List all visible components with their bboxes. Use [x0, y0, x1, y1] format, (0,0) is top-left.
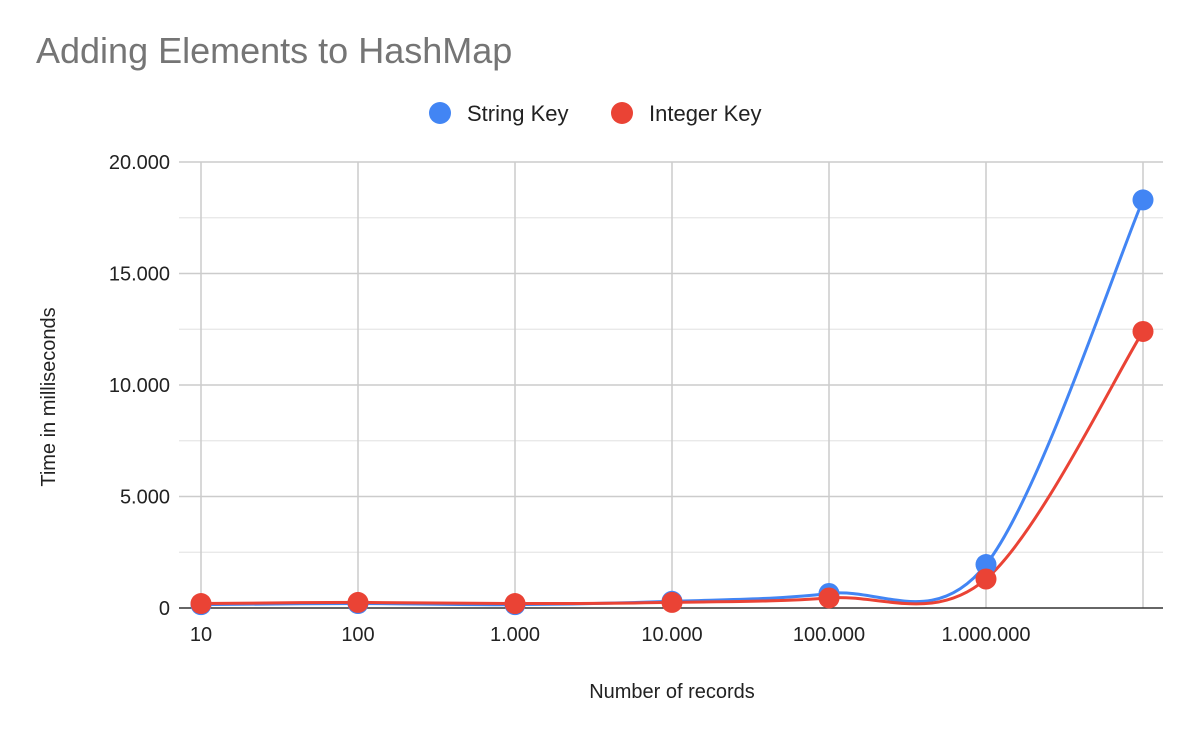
y-tick-label: 10.000 — [109, 375, 170, 397]
data-point-integer-key — [661, 591, 683, 613]
y-tick-label: 5.000 — [120, 487, 170, 509]
data-point-integer-key — [1132, 320, 1154, 342]
legend-label-string-key: String Key — [467, 101, 569, 126]
x-tick-label: 10 — [190, 624, 212, 646]
data-point-string-key — [975, 554, 997, 576]
series-points — [190, 189, 1154, 616]
data-point-integer-key — [975, 568, 997, 590]
grid — [179, 161, 1163, 608]
data-point-string-key — [1132, 189, 1154, 211]
y-tick-label: 20.000 — [109, 152, 170, 174]
legend-marker-string-key — [429, 102, 451, 124]
data-point-integer-key — [818, 587, 840, 609]
y-axis-ticks: 0 5.000 10.000 15.000 20.000 — [109, 152, 170, 620]
data-point-integer-key — [504, 593, 526, 615]
x-tick-label: 1.000.000 — [942, 624, 1031, 646]
legend: String Key Integer Key — [429, 101, 762, 126]
x-tick-label: 1.000 — [490, 624, 540, 646]
y-axis-title: Time in milliseconds — [38, 307, 60, 486]
x-tick-label: 10.000 — [641, 624, 702, 646]
data-point-integer-key — [347, 591, 369, 613]
y-tick-label: 0 — [159, 598, 170, 620]
x-axis-title: Number of records — [589, 681, 755, 703]
x-tick-label: 100 — [341, 624, 374, 646]
chart-title: Adding Elements to HashMap — [36, 30, 513, 71]
legend-marker-integer-key — [611, 102, 633, 124]
y-tick-label: 15.000 — [109, 264, 170, 286]
x-tick-label: 100.000 — [793, 624, 865, 646]
legend-label-integer-key: Integer Key — [649, 101, 762, 126]
data-point-integer-key — [190, 593, 212, 615]
x-axis-ticks: 10 100 1.000 10.000 100.000 1.000.000 — [190, 624, 1031, 646]
